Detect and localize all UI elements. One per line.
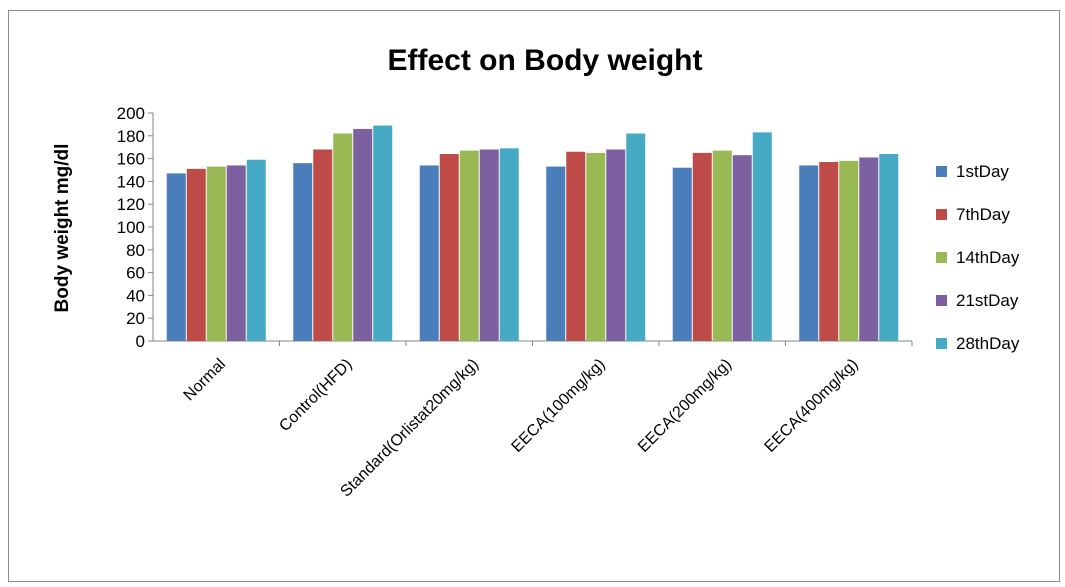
legend: 1stDay 7thDay 14thDay 21stDay 28thDay bbox=[936, 162, 1020, 353]
y-axis-ticks: 0 20 40 60 80 100 120 140 160 180 200 bbox=[117, 104, 153, 351]
x-category-label: Normal bbox=[181, 356, 229, 404]
bar-28thDay-0 bbox=[246, 159, 266, 341]
bar-1stDay-2 bbox=[419, 165, 439, 341]
y-axis-label: Body weight mg/dl bbox=[52, 144, 73, 313]
x-category-label: EECA(400mg/kg) bbox=[762, 356, 862, 456]
bar-7thDay-4 bbox=[692, 152, 712, 341]
bar-21stDay-1 bbox=[353, 128, 373, 341]
bars bbox=[166, 125, 899, 341]
legend-swatch-28thDay bbox=[936, 338, 947, 349]
bar-21stDay-2 bbox=[479, 149, 499, 341]
legend-label: 14thDay bbox=[956, 248, 1020, 267]
bar-1stDay-4 bbox=[672, 167, 692, 341]
x-category-label: EECA(100mg/kg) bbox=[509, 356, 609, 456]
legend-label: 7thDay bbox=[956, 205, 1010, 224]
legend-swatch-1stDay bbox=[936, 166, 947, 177]
bar-14thDay-5 bbox=[839, 160, 859, 341]
y-tick-label: 60 bbox=[126, 264, 145, 283]
y-tick-label: 0 bbox=[136, 332, 145, 351]
bar-21stDay-4 bbox=[732, 155, 752, 341]
x-category-label: EECA(200mg/kg) bbox=[635, 356, 735, 456]
bar-14thDay-2 bbox=[459, 150, 479, 341]
bar-7thDay-5 bbox=[819, 162, 839, 341]
y-tick-label: 20 bbox=[126, 309, 145, 328]
bar-14thDay-1 bbox=[333, 133, 353, 341]
legend-swatch-21stDay bbox=[936, 295, 947, 306]
bar-7thDay-0 bbox=[186, 168, 206, 341]
bar-28thDay-3 bbox=[626, 133, 646, 341]
x-axis-labels: Normal Control(HFD)Standard(Orlistat20mg/… bbox=[181, 356, 862, 501]
legend-label: 21stDay bbox=[956, 291, 1019, 310]
bar-28thDay-2 bbox=[499, 148, 519, 341]
bar-1stDay-0 bbox=[166, 173, 186, 341]
bar-28thDay-1 bbox=[373, 125, 393, 341]
bar-28thDay-4 bbox=[752, 132, 772, 341]
bar-21stDay-5 bbox=[859, 157, 879, 341]
bar-21stDay-0 bbox=[226, 165, 246, 341]
bar-28thDay-5 bbox=[879, 154, 899, 341]
legend-swatch-7thDay bbox=[936, 209, 947, 220]
y-tick-label: 140 bbox=[117, 172, 145, 191]
bar-1stDay-5 bbox=[799, 165, 819, 341]
x-category-label: Control(HFD) bbox=[276, 356, 355, 435]
bar-21stDay-3 bbox=[606, 149, 626, 341]
x-category-label: Standard(Orlistat20mg/kg) bbox=[337, 356, 482, 501]
bar-7thDay-1 bbox=[313, 149, 333, 341]
y-tick-label: 180 bbox=[117, 127, 145, 146]
chart-title: Effect on Body weight bbox=[388, 44, 703, 77]
legend-swatch-14thDay bbox=[936, 252, 947, 263]
y-tick-label: 80 bbox=[126, 241, 145, 260]
bar-14thDay-3 bbox=[586, 152, 606, 341]
y-tick-label: 160 bbox=[117, 150, 145, 169]
y-tick-label: 40 bbox=[126, 286, 145, 305]
bar-7thDay-2 bbox=[439, 154, 459, 341]
y-tick-label: 120 bbox=[117, 195, 145, 214]
y-tick-label: 200 bbox=[117, 104, 145, 123]
legend-label: 28thDay bbox=[956, 334, 1020, 353]
bar-7thDay-3 bbox=[566, 151, 586, 341]
bar-1stDay-3 bbox=[546, 166, 566, 341]
legend-label: 1stDay bbox=[956, 162, 1009, 181]
axes bbox=[152, 113, 913, 346]
y-tick-label: 100 bbox=[117, 218, 145, 237]
bar-14thDay-4 bbox=[712, 150, 732, 341]
bar-1stDay-1 bbox=[293, 163, 313, 341]
bar-14thDay-0 bbox=[206, 166, 226, 341]
